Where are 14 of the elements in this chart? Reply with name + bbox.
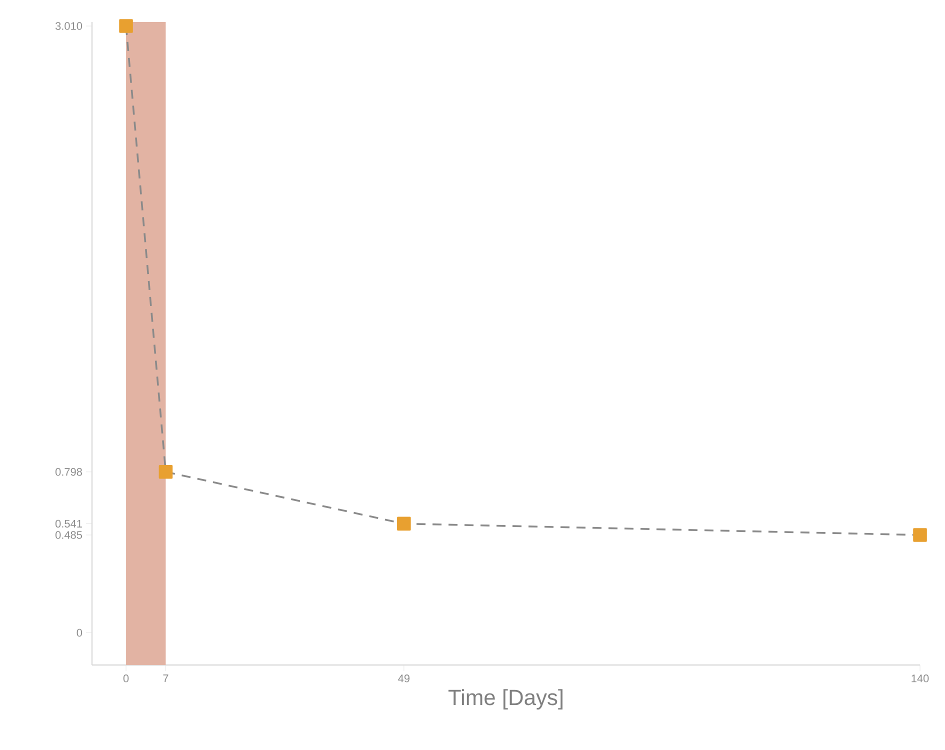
y-tick-label: 0.541 xyxy=(55,520,82,528)
x-tick-label: 140 xyxy=(912,674,929,682)
point xyxy=(913,528,927,542)
y-tick-label: 3.010 xyxy=(55,22,82,30)
y-tick-label: 0 xyxy=(76,628,82,637)
x-tick-label: 49 xyxy=(398,674,410,682)
point xyxy=(158,464,173,479)
x-tick-label: 0 xyxy=(123,674,129,682)
x-axis-title: Time [Days] xyxy=(448,689,562,710)
y-tick-label: 0.485 xyxy=(55,531,82,539)
x-tick-label: 7 xyxy=(163,674,168,682)
point xyxy=(397,516,411,531)
y-tick-label: 0.798 xyxy=(55,468,82,476)
point xyxy=(119,19,133,33)
